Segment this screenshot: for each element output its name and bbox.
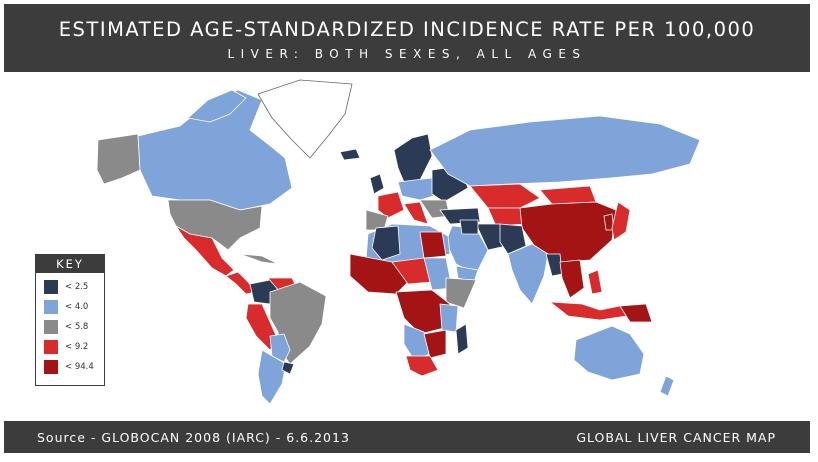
region-egypt bbox=[419, 231, 447, 259]
region-horn bbox=[445, 277, 477, 309]
legend-swatch bbox=[44, 360, 58, 374]
source-text: Source - GLOBOCAN 2008 (IARC) - 6.6.2013 bbox=[37, 430, 350, 445]
region-scandinavia bbox=[393, 133, 433, 183]
world-map bbox=[96, 79, 701, 405]
legend-label: < 94.4 bbox=[65, 362, 94, 372]
region-southern-africa-b bbox=[423, 329, 447, 359]
region-philippines bbox=[587, 269, 603, 295]
region-france bbox=[377, 191, 405, 219]
region-new-zealand bbox=[659, 375, 675, 397]
legend-swatch bbox=[44, 300, 58, 314]
region-china bbox=[519, 201, 617, 263]
region-italy bbox=[403, 201, 429, 225]
legend-item: < 4.0 bbox=[44, 299, 88, 315]
legend-label: < 4.0 bbox=[65, 302, 89, 312]
region-greenland bbox=[257, 79, 353, 159]
region-iraq bbox=[459, 219, 479, 235]
region-madagascar bbox=[455, 323, 469, 355]
region-central-europe bbox=[397, 177, 441, 201]
legend-item: < 94.4 bbox=[44, 359, 94, 375]
region-russia bbox=[429, 115, 701, 187]
legend-label: < 9.2 bbox=[65, 342, 89, 352]
legend-swatch bbox=[44, 280, 58, 294]
map-subtitle: LIVER: BOTH SEXES, ALL AGES bbox=[227, 47, 587, 61]
region-alaska bbox=[96, 133, 141, 185]
region-algeria bbox=[371, 225, 401, 261]
legend-item: < 5.8 bbox=[44, 319, 88, 335]
legend-title: KEY bbox=[36, 255, 104, 273]
legend-swatch bbox=[44, 320, 58, 334]
region-japan bbox=[611, 201, 631, 241]
region-papua bbox=[619, 303, 653, 323]
region-east-africa bbox=[439, 303, 459, 333]
footer-banner: Source - GLOBOCAN 2008 (IARC) - 6.6.2013… bbox=[4, 421, 810, 453]
map-title: ESTIMATED AGE-STANDARDIZED INCIDENCE RAT… bbox=[58, 18, 756, 41]
region-australia bbox=[573, 325, 645, 381]
legend-label: < 2.5 bbox=[65, 282, 89, 292]
region-indochina bbox=[559, 259, 585, 299]
region-caribbean bbox=[239, 253, 279, 265]
legend-swatch bbox=[44, 340, 58, 354]
map-legend: KEY < 2.5 < 4.0 < 5.8 < 9.2 < 94.4 bbox=[35, 254, 105, 386]
region-mexico bbox=[175, 225, 235, 277]
region-myanmar bbox=[545, 253, 563, 277]
legend-item: < 2.5 bbox=[44, 279, 88, 295]
region-kazakhstan bbox=[469, 183, 541, 209]
region-canada-arctic bbox=[187, 89, 247, 123]
region-uk bbox=[369, 173, 385, 195]
region-uruguay bbox=[281, 361, 295, 375]
legend-label: < 5.8 bbox=[65, 322, 89, 332]
region-iceland bbox=[339, 148, 361, 161]
region-south-africa bbox=[405, 355, 439, 377]
footer-title: GLOBAL LIVER CANCER MAP bbox=[576, 430, 776, 445]
region-bolivia bbox=[269, 333, 291, 363]
legend-item: < 9.2 bbox=[44, 339, 88, 355]
header-banner: ESTIMATED AGE-STANDARDIZED INCIDENCE RAT… bbox=[4, 4, 810, 72]
region-usa bbox=[167, 199, 263, 251]
region-mongolia bbox=[539, 185, 597, 205]
region-india bbox=[507, 243, 549, 305]
